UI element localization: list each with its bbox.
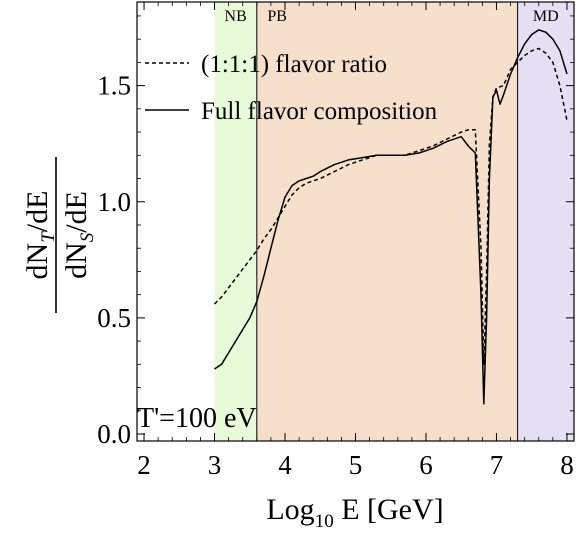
y-den-sub: S <box>77 232 98 242</box>
tick-labels: 2 3 4 5 6 7 8 0.0 0.5 1.0 1.5 <box>97 71 573 480</box>
series-line-flavor-ratio <box>213 47 568 366</box>
y-axis-title: dNT/dE dNS/dE <box>21 157 98 313</box>
region-labels: NB PB MD <box>225 8 559 25</box>
y-tick-label: 0.0 <box>97 419 131 449</box>
x-tick-label: 7 <box>490 450 504 480</box>
y-den-a: dN <box>60 242 93 279</box>
legend-label-flavor-ratio: (1:1:1) flavor ratio <box>201 51 387 78</box>
y-num-sub: T <box>38 231 59 243</box>
shaded-regions <box>214 2 574 441</box>
region-label-md: MD <box>533 8 559 25</box>
series-line-full-flavor <box>214 29 568 405</box>
x-axis-title-sub: 10 <box>315 511 334 532</box>
x-tick-label: 3 <box>208 450 222 480</box>
y-axis-title-denominator: dNS/dE <box>60 191 98 279</box>
region-md <box>517 2 574 441</box>
temperature-annotation: T'=100 eV <box>137 403 257 434</box>
y-tick-label: 1.5 <box>97 71 131 101</box>
region-nb <box>214 2 257 441</box>
x-axis-title-rest: E [GeV] <box>334 493 444 526</box>
x-tick-label: 6 <box>419 450 433 480</box>
y-tick-label: 0.5 <box>97 303 131 333</box>
x-axis-title: Log10 E [GeV] <box>266 493 443 532</box>
region-pb <box>256 2 518 441</box>
legend: (1:1:1) flavor ratio Full flavor composi… <box>145 51 438 125</box>
legend-label-full-flavor: Full flavor composition <box>201 98 438 125</box>
series-layer <box>213 29 568 405</box>
y-axis-title-numerator: dNT/dE <box>21 191 59 280</box>
x-axis-title-log: Log <box>266 493 314 526</box>
y-num-b: /dE <box>21 191 54 233</box>
y-tick-label: 1.0 <box>97 187 131 217</box>
region-boundaries <box>256 2 519 441</box>
region-label-pb: PB <box>267 8 287 25</box>
region-label-nb: NB <box>225 8 247 25</box>
x-tick-label: 2 <box>137 450 151 480</box>
y-num-a: dN <box>21 243 54 280</box>
x-tick-label: 4 <box>278 450 292 480</box>
x-tick-label: 5 <box>349 450 363 480</box>
axis-ticks <box>137 2 574 441</box>
y-den-b: /dE <box>60 191 93 233</box>
x-tick-label: 8 <box>560 450 574 480</box>
